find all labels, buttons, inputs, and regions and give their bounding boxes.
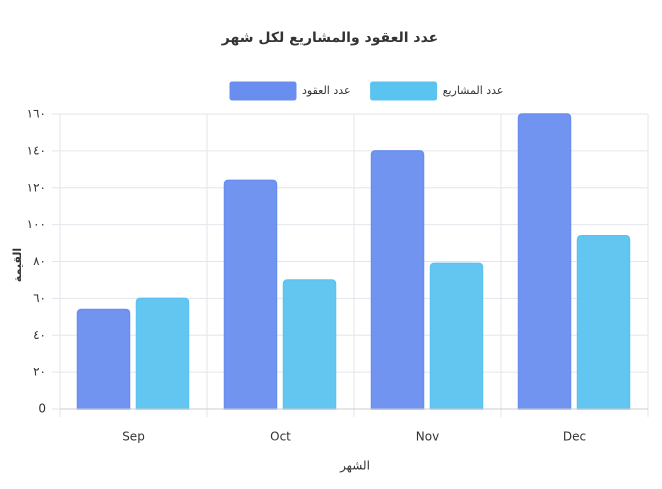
legend-swatch xyxy=(229,81,297,101)
y-tick-label: ١٤٠ xyxy=(27,143,46,157)
y-tick-label: ٢٠ xyxy=(33,365,46,379)
bar xyxy=(517,113,572,410)
bar xyxy=(135,297,190,410)
y-tick-label: ١٢٠ xyxy=(27,180,46,194)
legend-label: عدد العقود xyxy=(302,84,351,97)
legend-swatch xyxy=(370,81,438,101)
legend-label: عدد المشاريع xyxy=(443,84,504,97)
bar xyxy=(223,179,278,410)
x-tick-label: Sep xyxy=(122,430,145,444)
chart-title: عدد العقود والمشاريع لكل شهر xyxy=(221,30,438,46)
x-tick-label: Nov xyxy=(416,430,439,444)
y-tick-label: ١٠٠ xyxy=(27,217,46,231)
y-tick-label: ١٦٠ xyxy=(27,107,46,121)
bar xyxy=(429,262,484,410)
bar xyxy=(576,234,631,410)
bar xyxy=(370,150,425,410)
x-tick-label: Dec xyxy=(563,430,586,444)
x-tick-label: Oct xyxy=(270,430,291,444)
bar xyxy=(282,279,337,410)
y-tick-label: ٨٠ xyxy=(33,254,46,268)
bar xyxy=(76,308,131,410)
y-tick-label: 0 xyxy=(38,402,46,416)
y-tick-label: ٤٠ xyxy=(33,328,46,342)
y-axis-label: القيمة xyxy=(11,248,24,282)
y-tick-label: ٦٠ xyxy=(33,291,46,305)
x-axis-label: الشهر xyxy=(339,459,370,474)
